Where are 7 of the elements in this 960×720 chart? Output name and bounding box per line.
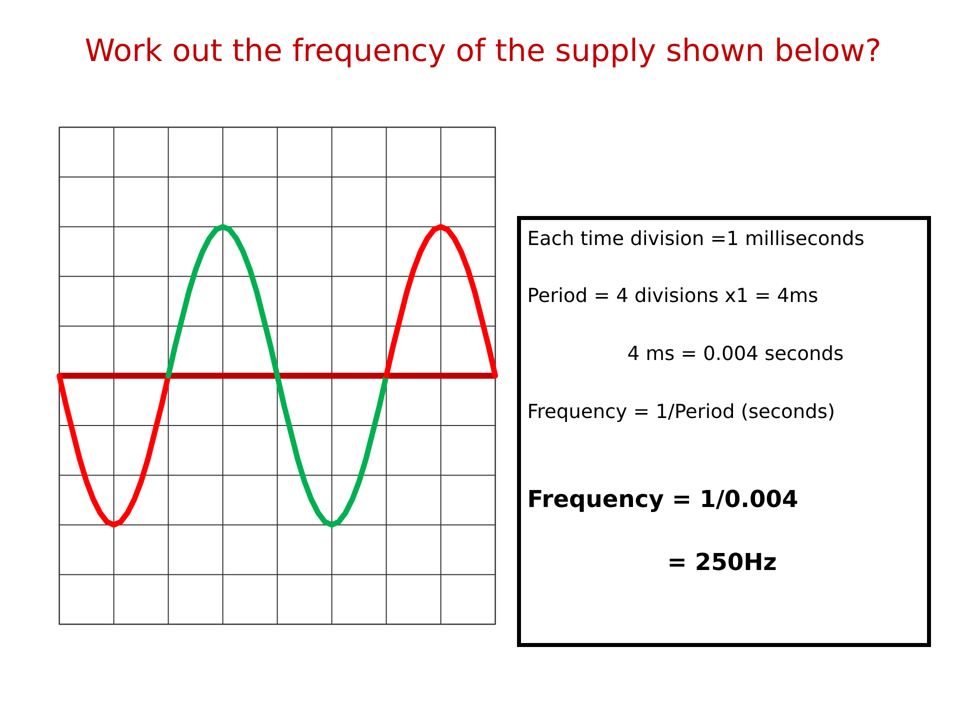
text: 4 ms = 0.004 seconds [628,345,843,360]
text: Period = 4 divisions x1 = 4ms [529,287,818,302]
text: Frequency = 1/Period (seconds) [529,403,834,422]
chart-title: Work out the frequency of the supply shown below? [86,38,880,68]
text: Each time division =1 milliseconds [529,230,864,246]
text: Frequency = 1/0.004 [529,490,798,512]
text: = 250Hz [670,552,776,570]
